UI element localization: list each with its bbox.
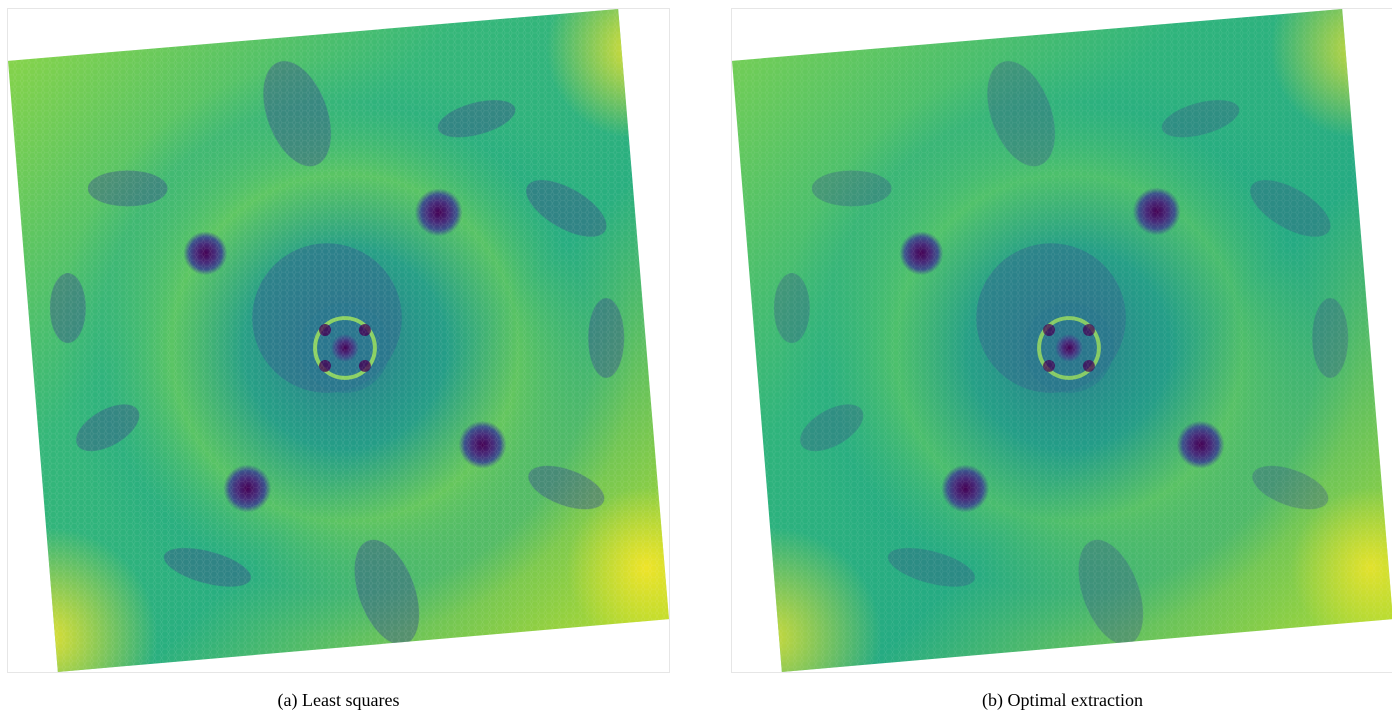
panel-least-squares [7,8,670,673]
hex-map-least-squares [8,9,669,672]
caption-least-squares: (a) Least squares [277,690,400,710]
panel-optimal-extraction [731,8,1392,673]
hex-map-optimal-extraction [732,9,1392,672]
caption-optimal-extraction: (b) Optimal extraction [982,690,1143,710]
